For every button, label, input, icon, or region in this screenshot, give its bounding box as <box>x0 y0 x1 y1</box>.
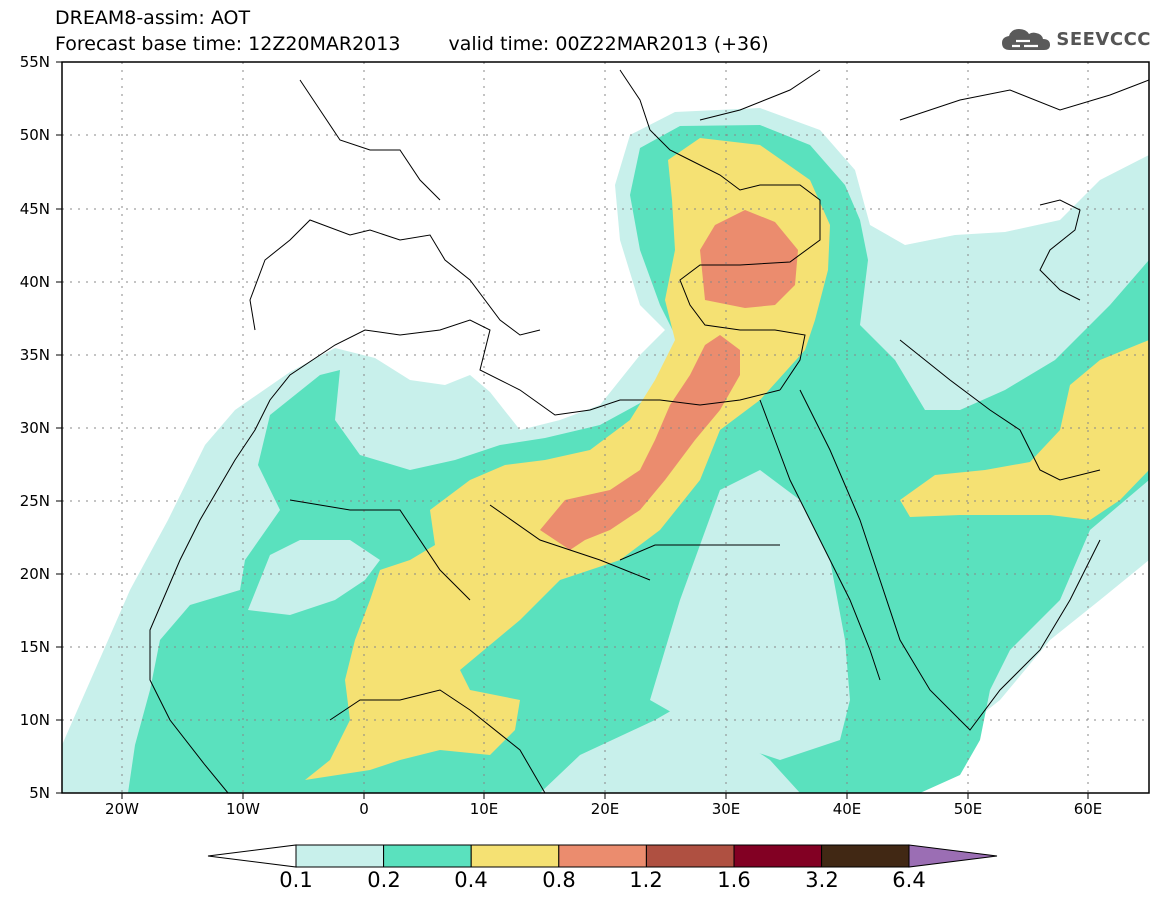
y-tick-label: 5N <box>29 784 50 802</box>
colorbar-swatch <box>383 844 472 868</box>
x-tick-label: 60E <box>1074 800 1103 818</box>
base-time: Forecast base time: 12Z20MAR2013 <box>55 33 401 55</box>
colorbar-swatch <box>470 844 560 868</box>
y-tick-label: 30N <box>20 419 50 437</box>
y-tick-label: 20N <box>20 565 50 583</box>
colorbar-swatch <box>295 844 385 868</box>
colorbar-label: 0.8 <box>542 868 576 892</box>
valid-time: valid time: 00Z22MAR2013 (+36) <box>448 33 769 55</box>
graticule <box>62 62 1149 793</box>
colorbar-label: 3.2 <box>805 868 839 892</box>
map-title: DREAM8-assim: AOT <box>55 7 251 29</box>
colorbar-swatch <box>821 844 910 868</box>
y-tick-label: 35N <box>20 346 50 364</box>
colorbar-label: 0.1 <box>279 868 313 892</box>
aot-field <box>62 108 1149 793</box>
seevccc-logo: SEEVCCC <box>1000 26 1151 52</box>
colorbar <box>207 844 998 868</box>
x-tick-label: 0 <box>359 800 369 818</box>
aot-band-0.4-arabia <box>900 340 1149 520</box>
x-tick-label: 10E <box>470 800 499 818</box>
colorbar-label: 0.2 <box>367 868 401 892</box>
logo-text: SEEVCCC <box>1056 28 1151 50</box>
y-tick-label: 50N <box>20 126 50 144</box>
y-tick-label: 25N <box>20 492 50 510</box>
x-tick-label: 30E <box>712 800 741 818</box>
colorbar-swatch <box>645 844 735 868</box>
coastlines <box>149 69 1149 793</box>
tick-marks <box>56 61 1089 799</box>
colorbar-label: 0.4 <box>454 868 488 892</box>
colorbar-label: 1.6 <box>717 868 751 892</box>
y-tick-label: 15N <box>20 638 50 656</box>
aot-band-0.8-north <box>700 210 798 308</box>
aot-band-0.8 <box>540 335 740 550</box>
aot-hole-west <box>248 540 380 615</box>
colorbar-swatch <box>733 844 823 868</box>
colorbar-under-arrow <box>207 844 297 868</box>
y-tick-label: 55N <box>20 53 50 71</box>
colorbar-label: 6.4 <box>892 868 926 892</box>
y-tick-label: 10N <box>20 711 50 729</box>
x-tick-label: 10W <box>226 800 260 818</box>
colorbar-swatch <box>558 844 647 868</box>
aot-band-0.4 <box>305 138 830 780</box>
x-tick-label: 20W <box>105 800 139 818</box>
colorbar-over-arrow <box>908 844 998 868</box>
y-tick-label: 45N <box>20 200 50 218</box>
time-info: Forecast base time: 12Z20MAR2013 valid ti… <box>55 34 769 54</box>
x-tick-label: 40E <box>833 800 862 818</box>
x-tick-label: 20E <box>591 800 620 818</box>
x-tick-label: 50E <box>954 800 983 818</box>
y-tick-label: 40N <box>20 273 50 291</box>
colorbar-label: 1.2 <box>629 868 663 892</box>
aot-hole-east <box>650 470 850 760</box>
cloud-icon <box>1002 29 1051 50</box>
